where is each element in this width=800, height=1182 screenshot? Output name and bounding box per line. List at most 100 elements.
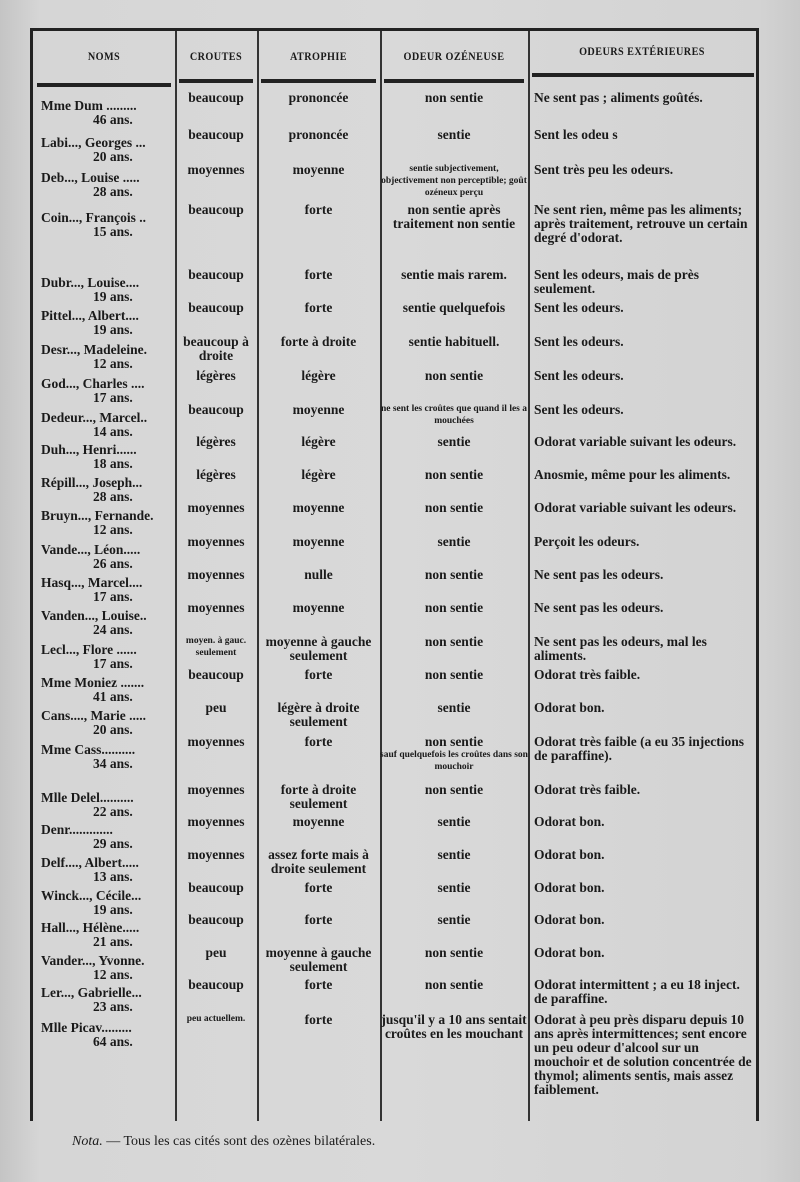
croutes-cell: beaucoup à droite: [183, 334, 249, 363]
patient-name-cell: Dedeur..., Marcel.. 14 ans.: [41, 411, 175, 439]
patient-age: 28 ans.: [93, 489, 133, 504]
croutes-cell: moyennes: [187, 847, 245, 862]
patient-name-cell: Lecl..., Flore ...... 17 ans.: [41, 643, 175, 671]
patient-name: Mlle Delel..........: [41, 790, 134, 805]
croutes-cell: moyennes: [187, 734, 245, 749]
patient-age: 19 ans.: [93, 289, 133, 304]
croutes-cell: beaucoup: [188, 300, 244, 315]
patient-age: 19 ans.: [93, 322, 133, 337]
odeur-ozeneuse-cell: non sentie: [380, 635, 528, 649]
atrophie-cell: forte à droite: [280, 334, 357, 349]
croutes-cell: moyennes: [187, 500, 245, 515]
odeur-ozeneuse-cell: sentie: [380, 913, 528, 927]
patient-name-cell: Pittel..., Albert.... 19 ans.: [41, 309, 175, 337]
atrophie-cell: forte: [304, 880, 333, 895]
croutes-cell: légères: [196, 368, 236, 383]
odeur-ozeneuse-text: non sentie: [424, 667, 484, 682]
atrophie-cell: moyenne: [292, 600, 345, 615]
patient-age: 12 ans.: [93, 356, 133, 371]
atrophie-cell: forte: [304, 667, 333, 682]
odeur-ozeneuse-cell: non sentie sauf quelquefois les croûtes d…: [380, 735, 528, 773]
patient-name: God..., Charles ....: [41, 376, 145, 391]
odeurs-exterieures-cell: Odorat bon.: [534, 814, 605, 829]
odeur-ozeneuse-text: non sentie après traitement non sentie: [392, 202, 516, 231]
patient-name: Hasq..., Marcel....: [41, 575, 143, 590]
patient-age: 22 ans.: [93, 804, 133, 819]
odeurs-exterieures-cell: Odorat variable suivant les odeurs.: [534, 500, 737, 515]
header-atrophie: ATROPHIE: [289, 48, 348, 63]
atrophie-cell: forte: [304, 267, 333, 282]
patient-name-cell: Coin..., François .. 15 ans.: [41, 211, 175, 239]
column-divider: [257, 31, 259, 1121]
atrophie-cell: prononcée: [288, 90, 349, 105]
patient-name-cell: Duh..., Henri...... 18 ans.: [41, 443, 175, 471]
odeurs-exterieures-cell: Odorat bon.: [534, 700, 605, 715]
patient-name: Ler..., Gabrielle...: [41, 985, 142, 1000]
patient-name-cell: Winck..., Cécile... 19 ans.: [41, 889, 175, 917]
patient-name: Bruyn..., Fernande.: [41, 508, 154, 523]
atrophie-cell: forte: [304, 1012, 333, 1027]
odeur-ozeneuse-text: sentie: [437, 127, 471, 142]
odeur-ozeneuse-text: sentie: [437, 700, 471, 715]
croutes-cell: légères: [196, 467, 236, 482]
atrophie-cell: forte: [304, 912, 333, 927]
odeur-ozeneuse-cell: sentie: [380, 435, 528, 449]
croutes-cell: peu: [205, 945, 227, 960]
croutes-cell: moyennes: [187, 162, 245, 177]
patient-name: Mme Cass..........: [41, 742, 136, 757]
footnote-label: Nota.: [72, 1134, 103, 1149]
atrophie-cell: forte: [304, 977, 333, 992]
odeur-ozeneuse-cell: non sentie: [380, 601, 528, 615]
patient-name-cell: Labi..., Georges ... 20 ans.: [41, 136, 175, 164]
croutes-cell: légères: [196, 434, 236, 449]
atrophie-cell: forte: [304, 300, 333, 315]
odeur-ozeneuse-text: sentie: [437, 814, 471, 829]
patient-age: 19 ans.: [93, 902, 133, 917]
patient-name-cell: Vanden..., Louise.. 24 ans.: [41, 609, 175, 637]
odeur-ozeneuse-text: ne sent les croûtes que quand il les a m…: [380, 404, 528, 426]
column-divider: [380, 31, 382, 1121]
patient-name-cell: Delf...., Albert..... 13 ans.: [41, 856, 175, 884]
croutes-cell: moyennes: [187, 782, 245, 797]
header-rule: [384, 79, 524, 83]
odeurs-exterieures-cell: Sent les odeu s: [534, 127, 618, 142]
patient-age: 23 ans.: [93, 999, 133, 1014]
header-rule: [179, 79, 253, 83]
odeur-ozeneuse-text: non sentie: [424, 467, 484, 482]
odeurs-exterieures-cell: Odorat bon.: [534, 847, 605, 862]
odeur-ozeneuse-cell: non sentie après traitement non sentie: [380, 203, 528, 231]
odeur-ozeneuse-cell: non sentie: [380, 568, 528, 582]
patient-name-cell: Dubr..., Louise.... 19 ans.: [41, 276, 175, 304]
patient-name-cell: Denr............. 29 ans.: [41, 823, 175, 851]
data-table: NOMS CROUTES ATROPHIE ODEUR OZÉNEUSE ODE…: [30, 28, 759, 1121]
patient-name-cell: Cans...., Marie ..... 20 ans.: [41, 709, 175, 737]
odeurs-exterieures-cell: Odorat bon.: [534, 912, 605, 927]
odeur-ozeneuse-cell: sentie: [380, 535, 528, 549]
odeur-ozeneuse-cell: non sentie: [380, 468, 528, 482]
header-odeurs-exterieures: ODEURS EXTÉRIEURES: [579, 43, 705, 58]
odeurs-exterieures-cell: Odorat à peu près disparu depuis 10 ans …: [534, 1012, 752, 1097]
atrophie-cell: légère à droite seulement: [277, 700, 360, 729]
atrophie-cell: légère: [301, 434, 336, 449]
patient-name: Coin..., François ..: [41, 210, 147, 225]
odeur-ozeneuse-text: sentie: [437, 912, 471, 927]
croutes-cell: moyen. à gauc. seulement: [185, 636, 247, 658]
croutes-cell: moyennes: [187, 567, 245, 582]
patient-name: Mme Moniez .......: [41, 675, 145, 690]
croutes-cell: peu: [205, 700, 227, 715]
atrophie-cell: nulle: [304, 567, 333, 582]
patient-age: 34 ans.: [93, 756, 133, 771]
odeurs-exterieures-cell: Anosmie, même pour les aliments.: [534, 467, 731, 482]
atrophie-cell: moyenne: [292, 814, 345, 829]
odeur-ozeneuse-cell: sentie mais rarem.: [380, 268, 528, 282]
odeurs-exterieures-cell: Odorat variable suivant les odeurs.: [534, 434, 737, 449]
odeurs-exterieures-cell: Odorat très faible.: [534, 667, 641, 682]
patient-name: Pittel..., Albert....: [41, 308, 139, 323]
patient-name: Lecl..., Flore ......: [41, 642, 137, 657]
atrophie-cell: légère: [301, 467, 336, 482]
atrophie-cell: forte: [304, 202, 333, 217]
atrophie-cell: moyenne à gauche seulement: [265, 634, 372, 663]
footnote-text: — Tous les cas cités sont des ozènes bil…: [102, 1134, 376, 1149]
odeur-ozeneuse-text: sentie: [437, 847, 471, 862]
